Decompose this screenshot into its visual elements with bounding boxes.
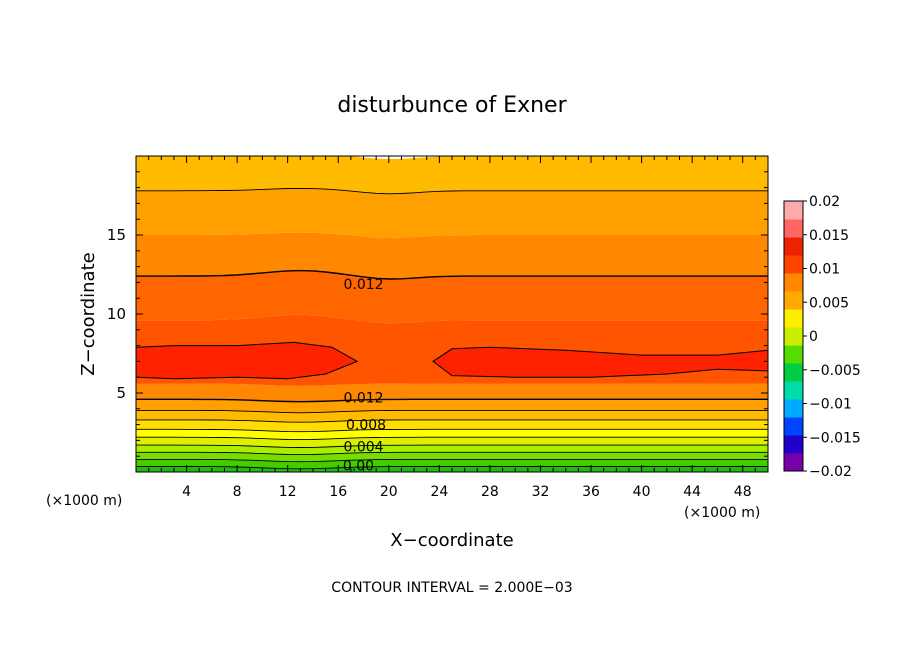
colorbar-swatch xyxy=(784,345,803,364)
x-tick-label: 16 xyxy=(329,484,347,500)
contour-line xyxy=(136,419,768,423)
contour-band xyxy=(136,419,768,432)
colorbar-label: −0.005 xyxy=(809,363,861,379)
colorbar-label: 0.01 xyxy=(809,262,840,278)
contour-band xyxy=(136,410,768,423)
contour-interval-note: CONTOUR INTERVAL = 2.000E−03 xyxy=(331,580,572,596)
colorbar-swatch xyxy=(784,219,803,238)
contour-label: 0.004 xyxy=(343,440,383,456)
colorbar-swatch xyxy=(784,201,803,220)
contour-band xyxy=(136,156,768,194)
y-tick-label: 5 xyxy=(116,384,126,402)
x-tick-label: 20 xyxy=(380,484,398,500)
contour-label: 0.012 xyxy=(343,391,383,407)
contour-line xyxy=(136,451,768,456)
x-axis-label: X−coordinate xyxy=(390,530,513,551)
contour-line xyxy=(136,409,768,414)
colorbar-label: −0.015 xyxy=(809,430,861,446)
colorbar-swatch xyxy=(784,291,803,310)
contour-line xyxy=(136,428,768,433)
x-tick-label: 12 xyxy=(279,484,297,500)
colorbar-swatch xyxy=(784,435,803,454)
x-tick-label: 36 xyxy=(582,484,600,500)
contour-line xyxy=(136,444,768,448)
contour-band xyxy=(136,270,768,324)
contour-line xyxy=(136,398,768,403)
x-tick-label: 40 xyxy=(633,484,651,500)
colorbar-swatch xyxy=(784,381,803,400)
y-axis-label: Z−coordinate xyxy=(78,252,99,375)
colorbar-swatch xyxy=(784,453,803,472)
z-unit-label: (×1000 m) xyxy=(684,505,760,521)
chart-title: disturbunce of Exner xyxy=(337,93,567,118)
x-tick-label: 48 xyxy=(734,484,752,500)
colorbar-swatch xyxy=(784,399,803,418)
warm-core-region xyxy=(136,341,359,380)
contour-band xyxy=(136,188,768,238)
contour-label: 0.008 xyxy=(346,418,386,434)
contour-line xyxy=(136,269,768,280)
x-tick-label: 32 xyxy=(532,484,550,500)
colorbar-label: 0.015 xyxy=(809,228,849,244)
colorbar-label: 0.02 xyxy=(809,194,840,210)
colorbar-swatch xyxy=(784,309,803,328)
x-tick-label: 4 xyxy=(182,484,191,500)
colorbar-swatch xyxy=(784,255,803,274)
colorbar-label: −0.01 xyxy=(809,397,852,413)
x-tick-label: 8 xyxy=(233,484,242,500)
warm-core-region xyxy=(432,346,768,378)
y-tick-label: 15 xyxy=(107,226,126,244)
y-tick-label: 10 xyxy=(107,305,126,323)
contour-band xyxy=(136,399,768,413)
contour-line xyxy=(136,187,768,195)
x-unit-label: (×1000 m) xyxy=(46,493,122,509)
x-tick-label: 24 xyxy=(430,484,448,500)
contour-label: 0.012 xyxy=(343,277,383,293)
contour-line xyxy=(136,458,768,463)
colorbar-swatch xyxy=(784,273,803,292)
colorbar-swatch xyxy=(784,417,803,436)
colorbar-label: 0.005 xyxy=(809,295,849,311)
colorbar-label: 0 xyxy=(809,329,818,345)
colorbar-swatch xyxy=(784,363,803,382)
contour-band xyxy=(136,383,768,402)
contour-line xyxy=(136,466,768,470)
colorbar-swatch xyxy=(784,327,803,346)
contour-line xyxy=(136,436,768,441)
colorbar-label: −0.02 xyxy=(809,464,852,480)
x-tick-label: 28 xyxy=(481,484,499,500)
colorbar-swatch xyxy=(784,237,803,256)
contour-band xyxy=(136,232,768,279)
x-tick-label: 44 xyxy=(683,484,701,500)
